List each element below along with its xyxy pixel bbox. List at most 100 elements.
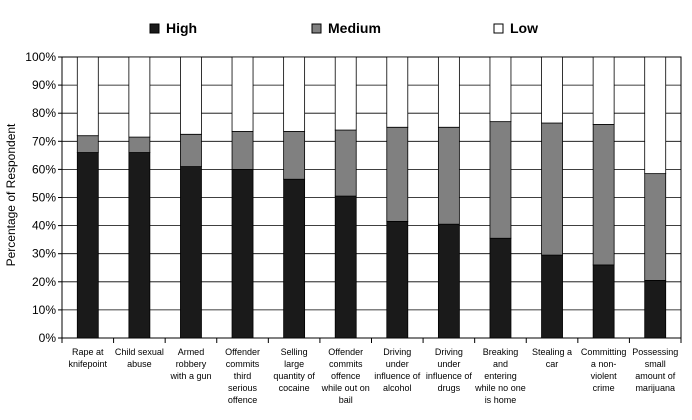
x-tick-label-line: Offender [328,347,363,357]
x-tick-label-line: Stealing a [532,347,572,357]
legend-swatch-low [493,23,504,34]
x-tick-label-line: with a gun [169,371,211,381]
bar-medium [541,122,563,256]
y-tick-label: 90% [32,78,56,92]
bar-high [334,195,357,339]
bar-high [180,166,202,339]
legend-label-high: High [166,20,197,36]
x-tick-label-line: robbery [176,359,207,369]
y-tick-label: 40% [32,219,56,233]
bar-low [334,56,357,131]
bar-high [231,168,254,339]
bar-low [180,56,202,135]
legend-label-low: Low [510,20,538,36]
x-tick-label-line: knifepoint [69,359,108,369]
x-tick-label-line: amount of [635,371,676,381]
y-tick-label: 100% [25,50,56,64]
y-tick-label: 50% [32,191,56,205]
bar-medium [180,133,202,167]
bar-high [541,254,563,339]
bar-low [541,56,563,124]
x-tick-label-line: Committing [581,347,627,357]
legend: High Medium Low [149,20,538,36]
legend-swatch-medium [311,23,322,34]
y-tick-label: 30% [32,247,56,261]
legend-label-medium: Medium [328,20,381,36]
x-tick-label-line: under [386,359,409,369]
bar-high [386,220,409,339]
x-tick-label: Offender commits offence while out on bail [321,347,370,405]
y-tick-label: 20% [32,275,56,289]
bar-high [592,264,615,339]
x-tick-label-line: serious [228,383,258,393]
x-tick-label: Rape at knifepoint [69,347,108,369]
x-tick-label: Driving under influence of drugs [426,347,473,393]
grid [61,56,682,339]
y-tick-label: 80% [32,106,56,120]
x-tick-label-line: large [284,359,304,369]
x-tick-label: Armed robbery with a gun [169,347,211,381]
x-tick-label-line: drugs [438,383,461,393]
bars [76,56,667,339]
x-tick-label-line: third [234,371,252,381]
bar-high [128,152,151,339]
bar-high [644,279,667,339]
bar-medium [231,131,254,170]
x-tick-label-line: cocaine [279,383,310,393]
x-tick-label-line: violent [591,371,618,381]
x-tick-label-line: Child sexual [115,347,164,357]
bar-high [283,178,306,339]
x-tick-label-line: crime [593,383,615,393]
y-tick-label: 70% [32,134,56,148]
x-tick-label-line: while out on [321,383,370,393]
x-tick-label-line: commits [329,359,363,369]
bar-high [76,152,99,339]
bar-low [592,56,615,125]
x-tick-label-line: marijuana [635,383,675,393]
legend-swatch-high [149,23,160,34]
y-tick-label: 10% [32,303,56,317]
bar-medium [386,126,409,222]
x-tick-label-line: Offender [225,347,260,357]
bar-high [489,237,512,339]
y-axis-label: Percentage of Respondent [4,123,18,266]
x-tick-label: Possessing small amount of marijuana [632,347,678,393]
bar-medium [437,126,460,225]
bar-medium [644,173,667,281]
bar-medium [592,124,615,266]
bar-low [489,56,512,123]
x-tick-label: Committing a non-violent crime [581,347,627,393]
bar-low [386,56,409,128]
x-tick-label-line: Armed [178,347,205,357]
x-tick-label: Selling large quantity of cocaine [273,347,315,393]
y-axis: 0% 10% 20% 30% 40% 50% 60% 70% 80% 90% 100% [25,50,62,345]
bar-high [437,223,460,339]
x-tick-label-line: offence [228,395,257,405]
x-tick-label-line: Driving [383,347,411,357]
x-tick-label-line: abuse [127,359,152,369]
x-tick-label: Child sexual abuse [115,347,164,369]
x-tick-label-line: influence of [374,371,421,381]
bar-medium [283,131,306,180]
x-tick-label-line: commits [226,359,260,369]
x-tick-label-line: a non- [591,359,617,369]
x-tick-label: Offender commits third serious offence [225,347,260,405]
y-tick-label: 60% [32,162,56,176]
x-tick-label-line: car [546,359,559,369]
x-tick-label-line: quantity of [273,371,315,381]
y-tick-label: 0% [39,331,57,345]
bar-medium [76,135,99,153]
x-tick-label-line: entering [484,371,517,381]
x-tick-label-line: Breaking [483,347,519,357]
x-tick-label: Breaking and entering while no one is home [474,347,526,405]
bar-medium [489,121,512,239]
bar-medium [128,136,151,153]
x-tick-label-line: and [493,359,508,369]
x-tick-label-line: is home [485,395,517,405]
x-tick-label-line: Rape at [72,347,104,357]
bar-medium [334,129,357,197]
x-tick-label-line: Driving [435,347,463,357]
bar-low [644,56,667,175]
